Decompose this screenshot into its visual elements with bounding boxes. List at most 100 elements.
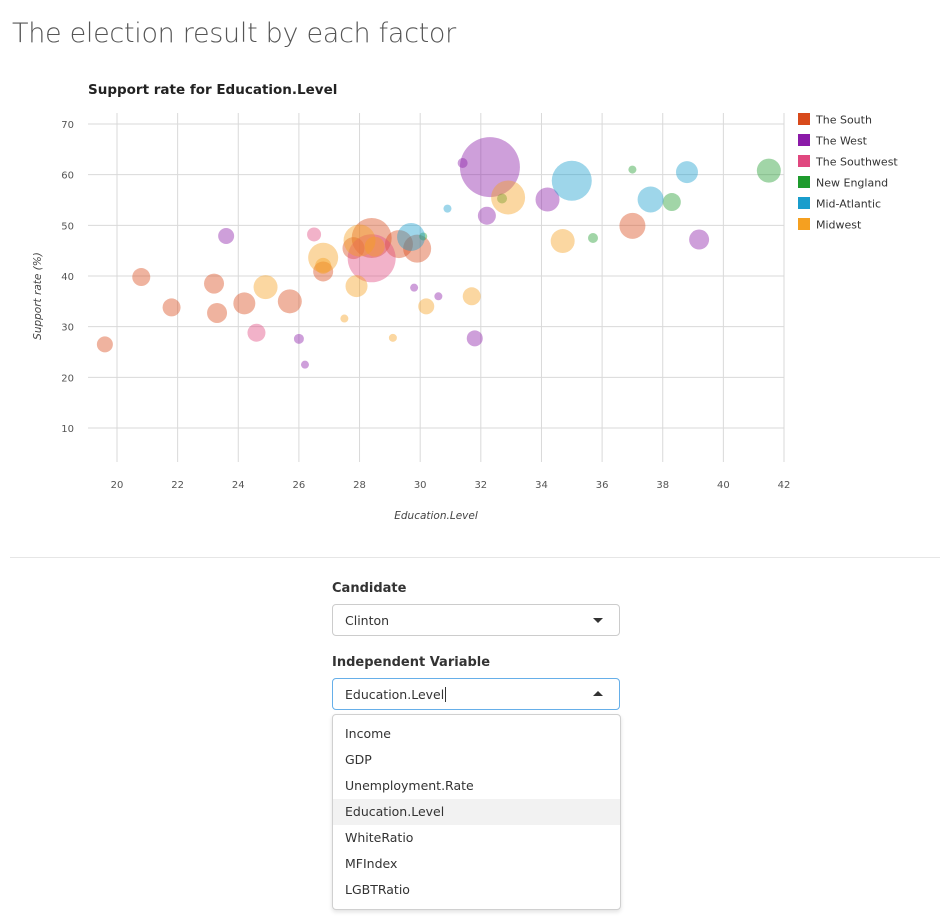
data-point bbox=[343, 224, 376, 257]
y-tick-label: 10 bbox=[61, 424, 74, 435]
data-point bbox=[308, 242, 339, 273]
chevron-down-icon bbox=[593, 618, 603, 623]
data-point bbox=[313, 261, 334, 282]
x-tick-label: 20 bbox=[111, 480, 124, 491]
legend-label: New England bbox=[816, 177, 888, 190]
dropdown-option-active[interactable]: Education.Level bbox=[333, 799, 620, 825]
page-title: The election result by each factor bbox=[12, 18, 456, 49]
y-tick-label: 50 bbox=[61, 221, 74, 232]
independent-variable-input[interactable]: Education.Level bbox=[345, 686, 445, 702]
x-axis-label: Education.Level bbox=[394, 510, 478, 522]
chevron-up-icon bbox=[593, 691, 603, 696]
data-point bbox=[443, 204, 452, 213]
data-point bbox=[388, 333, 397, 342]
data-point bbox=[253, 275, 278, 300]
legend-swatch bbox=[798, 155, 810, 167]
data-point bbox=[410, 283, 419, 292]
data-point bbox=[347, 234, 396, 283]
bubble-chart: Support rate for Education.Level 20 22 24 26… bbox=[32, 82, 898, 522]
data-point bbox=[218, 227, 235, 244]
legend-swatch bbox=[798, 113, 810, 125]
data-point bbox=[466, 330, 483, 347]
data-point bbox=[397, 222, 426, 251]
legend-swatch bbox=[798, 218, 810, 230]
data-point bbox=[204, 273, 225, 294]
data-point bbox=[293, 333, 304, 344]
candidate-selected-value: Clinton bbox=[345, 612, 390, 628]
legend-label: Mid-Atlantic bbox=[816, 198, 881, 211]
data-point bbox=[315, 257, 332, 274]
legend-label: The Southwest bbox=[815, 156, 898, 169]
data-point bbox=[662, 193, 681, 212]
x-tick-label: 36 bbox=[596, 480, 609, 491]
chart-title: Support rate for Education.Level bbox=[88, 82, 337, 98]
x-tick-label: 24 bbox=[232, 480, 245, 491]
x-tick-label: 30 bbox=[414, 480, 427, 491]
data-point bbox=[207, 302, 228, 323]
y-axis-label: Support rate (%) bbox=[32, 252, 44, 340]
dropdown-option[interactable]: Unemployment.Rate bbox=[345, 778, 474, 793]
data-point bbox=[550, 229, 575, 254]
data-point bbox=[477, 206, 496, 225]
candidate-select[interactable]: Clinton bbox=[332, 604, 620, 636]
x-tick-label: 40 bbox=[717, 480, 730, 491]
legend-label: The West bbox=[815, 135, 868, 148]
data-point bbox=[459, 137, 520, 198]
data-point bbox=[132, 268, 151, 287]
data-point bbox=[162, 298, 181, 317]
data-point bbox=[535, 187, 560, 212]
dropdown-option[interactable]: LGBTRatio bbox=[345, 882, 410, 897]
dropdown-option[interactable]: MFIndex bbox=[345, 856, 398, 871]
independent-variable-label: Independent Variable bbox=[332, 655, 491, 670]
x-tick-label: 32 bbox=[474, 480, 487, 491]
legend-label: The South bbox=[815, 114, 872, 127]
independent-variable-select[interactable]: Education.Level bbox=[332, 678, 620, 710]
dropdown-option[interactable]: WhiteRatio bbox=[345, 830, 414, 845]
data-point bbox=[364, 236, 385, 257]
data-point bbox=[434, 292, 443, 301]
data-point bbox=[628, 165, 637, 174]
x-tick-label: 42 bbox=[778, 480, 791, 491]
y-tick-label: 70 bbox=[61, 120, 74, 131]
data-point bbox=[247, 323, 266, 342]
data-point bbox=[233, 292, 256, 315]
x-tick-label: 22 bbox=[171, 480, 184, 491]
text-cursor bbox=[445, 686, 447, 702]
section-divider bbox=[10, 557, 940, 558]
x-tick-label: 34 bbox=[535, 480, 548, 491]
data-point bbox=[96, 336, 113, 353]
y-tick-label: 20 bbox=[61, 373, 74, 384]
data-point bbox=[637, 186, 664, 213]
data-point bbox=[419, 232, 428, 241]
data-point bbox=[403, 234, 432, 263]
data-point bbox=[384, 230, 413, 259]
data-point bbox=[418, 298, 435, 315]
legend-label: Midwest bbox=[816, 219, 862, 232]
data-point bbox=[345, 275, 368, 298]
x-tick-label: 28 bbox=[353, 480, 366, 491]
data-point bbox=[340, 314, 349, 323]
data-point bbox=[675, 161, 698, 184]
data-point bbox=[551, 160, 592, 201]
data-point bbox=[277, 289, 302, 314]
legend-swatch bbox=[798, 176, 810, 188]
independent-variable-dropdown: Income GDP Unemployment.Rate Education.L… bbox=[332, 714, 621, 910]
data-point bbox=[457, 158, 468, 169]
data-point bbox=[462, 287, 481, 306]
x-tick-label: 38 bbox=[656, 480, 669, 491]
dropdown-option[interactable]: GDP bbox=[345, 752, 372, 767]
data-point bbox=[497, 193, 508, 204]
legend-swatch bbox=[798, 197, 810, 209]
y-tick-label: 40 bbox=[61, 272, 74, 283]
data-point bbox=[300, 360, 309, 369]
dropdown-option[interactable]: Income bbox=[345, 726, 391, 741]
data-point bbox=[756, 158, 781, 183]
data-point bbox=[342, 237, 365, 260]
data-point bbox=[307, 227, 322, 242]
data-point bbox=[619, 212, 646, 239]
data-point bbox=[351, 218, 392, 258]
y-tick-label: 30 bbox=[61, 323, 74, 334]
data-point bbox=[587, 233, 598, 243]
legend-swatch bbox=[798, 134, 810, 146]
x-tick-label: 26 bbox=[293, 480, 306, 491]
